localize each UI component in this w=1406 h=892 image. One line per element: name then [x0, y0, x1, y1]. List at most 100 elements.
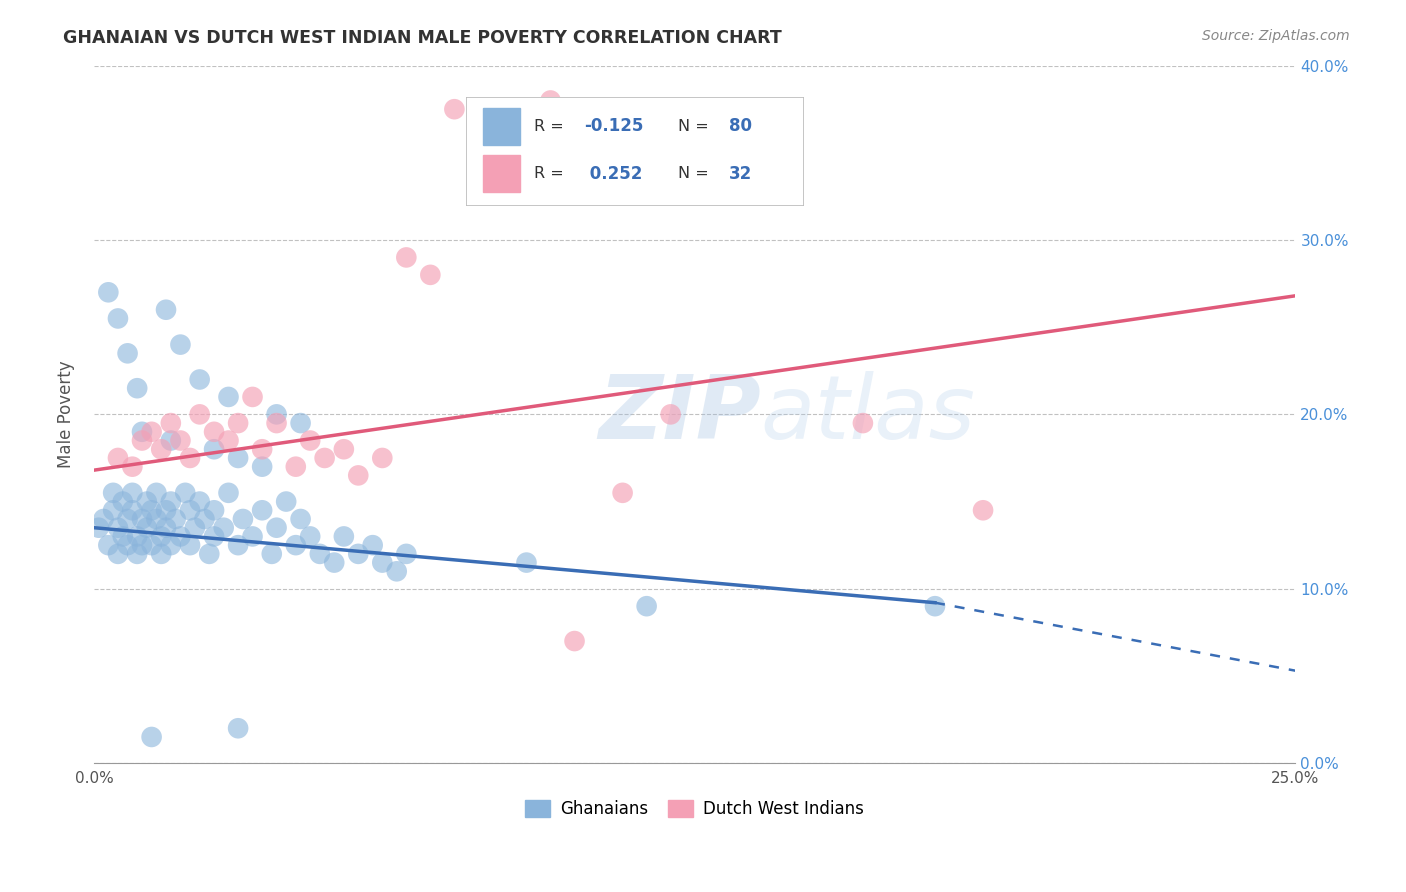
Point: [87, 521, 110, 535]
Point: [121, 503, 143, 517]
Point: [150, 529, 173, 543]
Point: [202, 425, 225, 439]
Point: [127, 529, 149, 543]
Legend: Ghanaians, Dutch West Indians: Ghanaians, Dutch West Indians: [519, 793, 870, 824]
Point: [107, 450, 129, 465]
Point: [290, 512, 312, 526]
Point: [419, 268, 441, 282]
Point: [972, 503, 994, 517]
Point: [266, 521, 288, 535]
Point: [395, 251, 418, 265]
Point: [174, 486, 197, 500]
Point: [141, 425, 163, 439]
Point: [232, 512, 254, 526]
Point: [371, 450, 394, 465]
Point: [395, 547, 418, 561]
Point: [443, 102, 465, 116]
Point: [131, 434, 153, 448]
Point: [852, 416, 875, 430]
Point: [250, 503, 273, 517]
Point: [135, 521, 157, 535]
Point: [659, 408, 682, 422]
Point: [179, 538, 201, 552]
Point: [117, 512, 139, 526]
Point: [564, 634, 586, 648]
Point: [266, 416, 288, 430]
Point: [308, 547, 330, 561]
Point: [159, 538, 181, 552]
Point: [169, 337, 191, 351]
Point: [150, 547, 173, 561]
Point: [159, 416, 181, 430]
Point: [347, 468, 370, 483]
Point: [202, 503, 225, 517]
Point: [198, 547, 221, 561]
Point: [924, 599, 946, 614]
Point: [323, 556, 346, 570]
Point: [169, 529, 191, 543]
Point: [93, 512, 115, 526]
Point: [101, 486, 124, 500]
Point: [111, 529, 134, 543]
Point: [260, 547, 283, 561]
Point: [107, 311, 129, 326]
Point: [127, 547, 149, 561]
Text: atlas: atlas: [761, 371, 976, 458]
Point: [612, 486, 634, 500]
Point: [159, 434, 181, 448]
Point: [242, 390, 264, 404]
Point: [179, 450, 201, 465]
Point: [131, 538, 153, 552]
Point: [371, 556, 394, 570]
Point: [135, 494, 157, 508]
Point: [107, 521, 129, 535]
Point: [188, 372, 211, 386]
Point: [97, 285, 120, 300]
Point: [385, 564, 408, 578]
Point: [202, 529, 225, 543]
Point: [131, 425, 153, 439]
Point: [333, 529, 356, 543]
Point: [515, 556, 537, 570]
Point: [117, 538, 139, 552]
Point: [540, 94, 562, 108]
Point: [155, 503, 177, 517]
Point: [242, 529, 264, 543]
Point: [131, 512, 153, 526]
Point: [276, 494, 298, 508]
Point: [159, 494, 181, 508]
Point: [284, 538, 307, 552]
Point: [284, 459, 307, 474]
Text: ZIP: ZIP: [599, 371, 761, 458]
Point: [145, 486, 167, 500]
Point: [141, 538, 163, 552]
Point: [226, 721, 249, 735]
Point: [150, 442, 173, 457]
Point: [202, 442, 225, 457]
Point: [491, 111, 513, 125]
Point: [266, 408, 288, 422]
Point: [347, 547, 370, 561]
Point: [188, 408, 211, 422]
Y-axis label: Male Poverty: Male Poverty: [58, 360, 75, 468]
Point: [155, 302, 177, 317]
Point: [165, 512, 187, 526]
Point: [218, 390, 240, 404]
Point: [111, 494, 134, 508]
Point: [127, 381, 149, 395]
Point: [145, 512, 167, 526]
Point: [212, 521, 235, 535]
Point: [218, 486, 240, 500]
Point: [179, 503, 201, 517]
Point: [155, 521, 177, 535]
Point: [226, 538, 249, 552]
Point: [141, 503, 163, 517]
Text: GHANAIAN VS DUTCH WEST INDIAN MALE POVERTY CORRELATION CHART: GHANAIAN VS DUTCH WEST INDIAN MALE POVER…: [63, 29, 782, 46]
Point: [636, 599, 658, 614]
Point: [188, 494, 211, 508]
Point: [333, 442, 356, 457]
Point: [314, 450, 336, 465]
Point: [97, 538, 120, 552]
Point: [226, 450, 249, 465]
Point: [121, 459, 143, 474]
